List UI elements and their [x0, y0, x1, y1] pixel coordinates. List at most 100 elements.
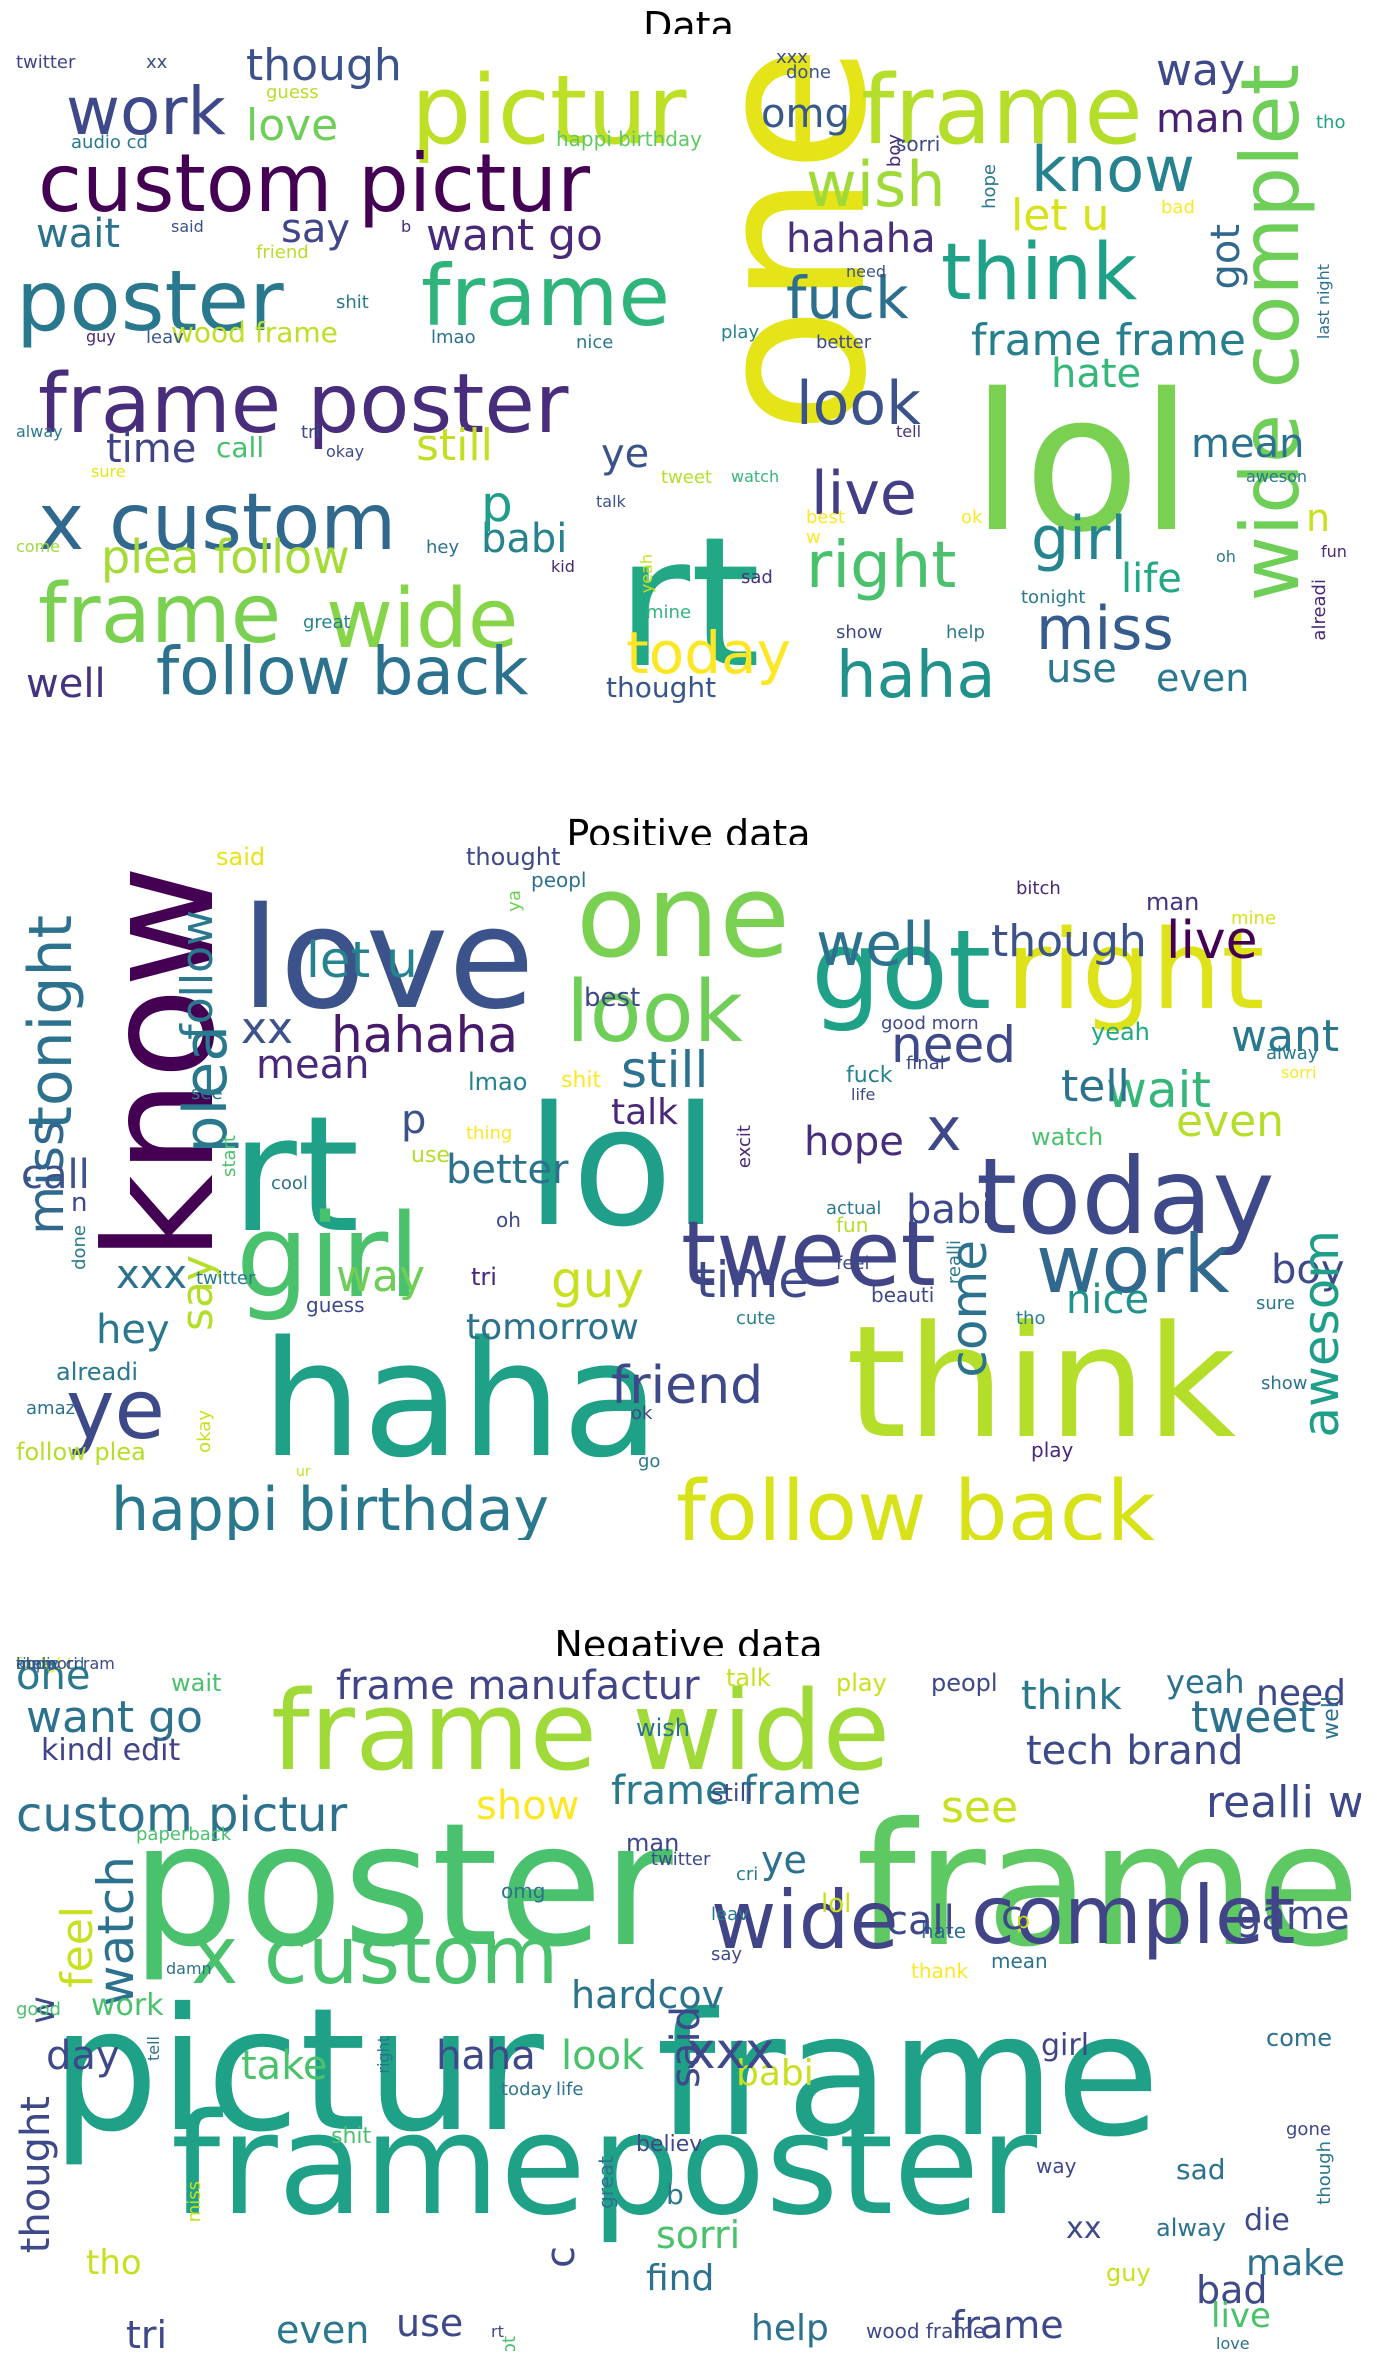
cloud-word: look: [561, 2033, 645, 2079]
cloud-word: even: [1176, 1096, 1285, 1147]
cloud-word: mean: [991, 1949, 1048, 1973]
cloud-word: hate: [921, 1919, 967, 1943]
cloud-word: know: [1031, 133, 1195, 206]
cloud-word: last night: [1314, 264, 1333, 340]
cloud-word: great: [594, 2156, 618, 2209]
cloud-word: live: [1211, 2296, 1271, 2336]
cloud-word: tonight: [1021, 587, 1086, 608]
cloud-word: hardcov: [571, 1973, 725, 2017]
cloud-word: call: [216, 431, 265, 464]
cloud-word: one: [16, 1656, 91, 1699]
cloud-word: tri: [471, 1263, 497, 1291]
cloud-word: haha: [261, 1306, 660, 1493]
cloud-word: ok: [631, 1403, 653, 1424]
cloud-word: paperback: [136, 1824, 232, 1845]
cloud-word: alway: [16, 422, 63, 441]
cloud-word: thought: [466, 845, 561, 871]
cloud-word: play: [721, 322, 760, 343]
cloud-word: mean: [1191, 421, 1305, 467]
cloud-word: hope: [979, 164, 1000, 209]
cloud-word: hahaha: [331, 1006, 518, 1064]
cloud-word: man: [1146, 888, 1200, 916]
cloud-word: believ: [636, 2132, 703, 2157]
cloud-word: tweet: [661, 467, 712, 488]
cloud-word: shit: [336, 292, 369, 313]
cloud-word: girl: [236, 1190, 421, 1324]
cloud-word: use: [411, 1143, 450, 1168]
cloud-word: got: [1203, 224, 1249, 290]
cloud-word: time: [106, 426, 197, 472]
cloud-word: b: [401, 217, 412, 236]
cloud-word: shit: [331, 2124, 372, 2149]
word-cloud: one lol rt frame pictur custom pictur frame po…: [16, 34, 1361, 729]
cloud-word: play: [836, 1669, 887, 1697]
cloud-word: oh: [1216, 547, 1236, 566]
cloud-word: think: [846, 1292, 1237, 1473]
cloud-word: feel: [52, 1906, 103, 1988]
cloud-word: think: [1021, 1673, 1122, 1719]
cloud-word: bitch: [1016, 878, 1061, 899]
cloud-word: follow plea: [16, 1438, 146, 1466]
cloud-word: miss: [184, 2181, 205, 2223]
cloud-word: help: [946, 622, 985, 643]
cloud-word: fun: [836, 1213, 869, 1237]
cloud-word: tho: [1316, 112, 1346, 133]
cloud-word: friend: [256, 242, 309, 263]
cloud-word: fun: [1321, 542, 1347, 561]
cloud-word: want go: [26, 1692, 203, 1743]
cloud-word: use: [1046, 646, 1117, 692]
cloud-word: ye: [66, 1363, 165, 1458]
cloud-word: n: [71, 1188, 88, 1218]
cloud-word: haha: [436, 2033, 536, 2079]
cloud-word: b: [666, 2178, 684, 2211]
cloud-word: wish: [636, 1714, 691, 1742]
cloud-word: xx: [241, 1003, 294, 1054]
cloud-word: say: [281, 206, 351, 252]
cloud-word: talk: [611, 1092, 679, 1133]
cloud-word: tell: [1061, 1061, 1130, 1112]
cloud-word: call: [886, 1898, 955, 1944]
cloud-word: love: [241, 878, 535, 1041]
cloud-word: follow: [172, 910, 223, 1040]
cloud-word: gone: [1286, 2119, 1331, 2140]
cloud-word: find: [646, 2258, 715, 2299]
cloud-word: tri: [301, 422, 321, 443]
cloud-word: thank: [911, 1959, 969, 1983]
cloud-word: got: [811, 906, 992, 1034]
cloud-word: fuck: [786, 264, 909, 332]
cloud-word: frame: [856, 1787, 1361, 1985]
cloud-word: babi: [906, 1187, 993, 1233]
cloud-word: still: [621, 1041, 709, 1099]
cloud-word: lol: [526, 1071, 719, 1263]
cloud-word: time: [16, 1656, 53, 1673]
cloud-word: one: [576, 850, 790, 984]
cloud-word: know: [16, 1656, 59, 1673]
cloud-word: need: [1256, 1673, 1346, 1714]
cloud-word: right: [806, 529, 957, 603]
cloud-word: good morn: [881, 1013, 979, 1034]
cloud-word: alreadi: [1309, 579, 1330, 641]
cloud-word: happi birthday: [111, 1475, 550, 1540]
cloud-word: tell: [896, 422, 922, 441]
cloud-word: talk: [726, 1664, 771, 1692]
cloud-word: alreadi: [56, 1358, 139, 1386]
cloud-word: yeah: [637, 554, 656, 594]
cloud-word: boy: [1271, 1247, 1345, 1293]
cloud-word: work: [66, 73, 226, 150]
cloud-word: watch: [1031, 1123, 1104, 1151]
cloud-word: good: [16, 1999, 61, 2020]
cloud-word: wait: [36, 211, 121, 257]
cloud-word: hahaha: [786, 216, 936, 262]
cloud-word: guy: [551, 1251, 645, 1309]
cloud-word: game: [1236, 1893, 1350, 1939]
cloud-word: rt: [616, 499, 761, 708]
cloud-word: life: [851, 1085, 876, 1104]
cloud-word: yeah: [1091, 1018, 1150, 1046]
cloud-word: love: [246, 100, 339, 151]
cloud-word: rt: [491, 2322, 504, 2341]
cloud-word: see: [191, 1083, 223, 1104]
cloud-word: tell: [144, 2036, 163, 2062]
cloud-word: tonight: [16, 915, 86, 1130]
cloud-word: feel: [836, 1253, 870, 1274]
cloud-word: still: [711, 1779, 753, 1807]
